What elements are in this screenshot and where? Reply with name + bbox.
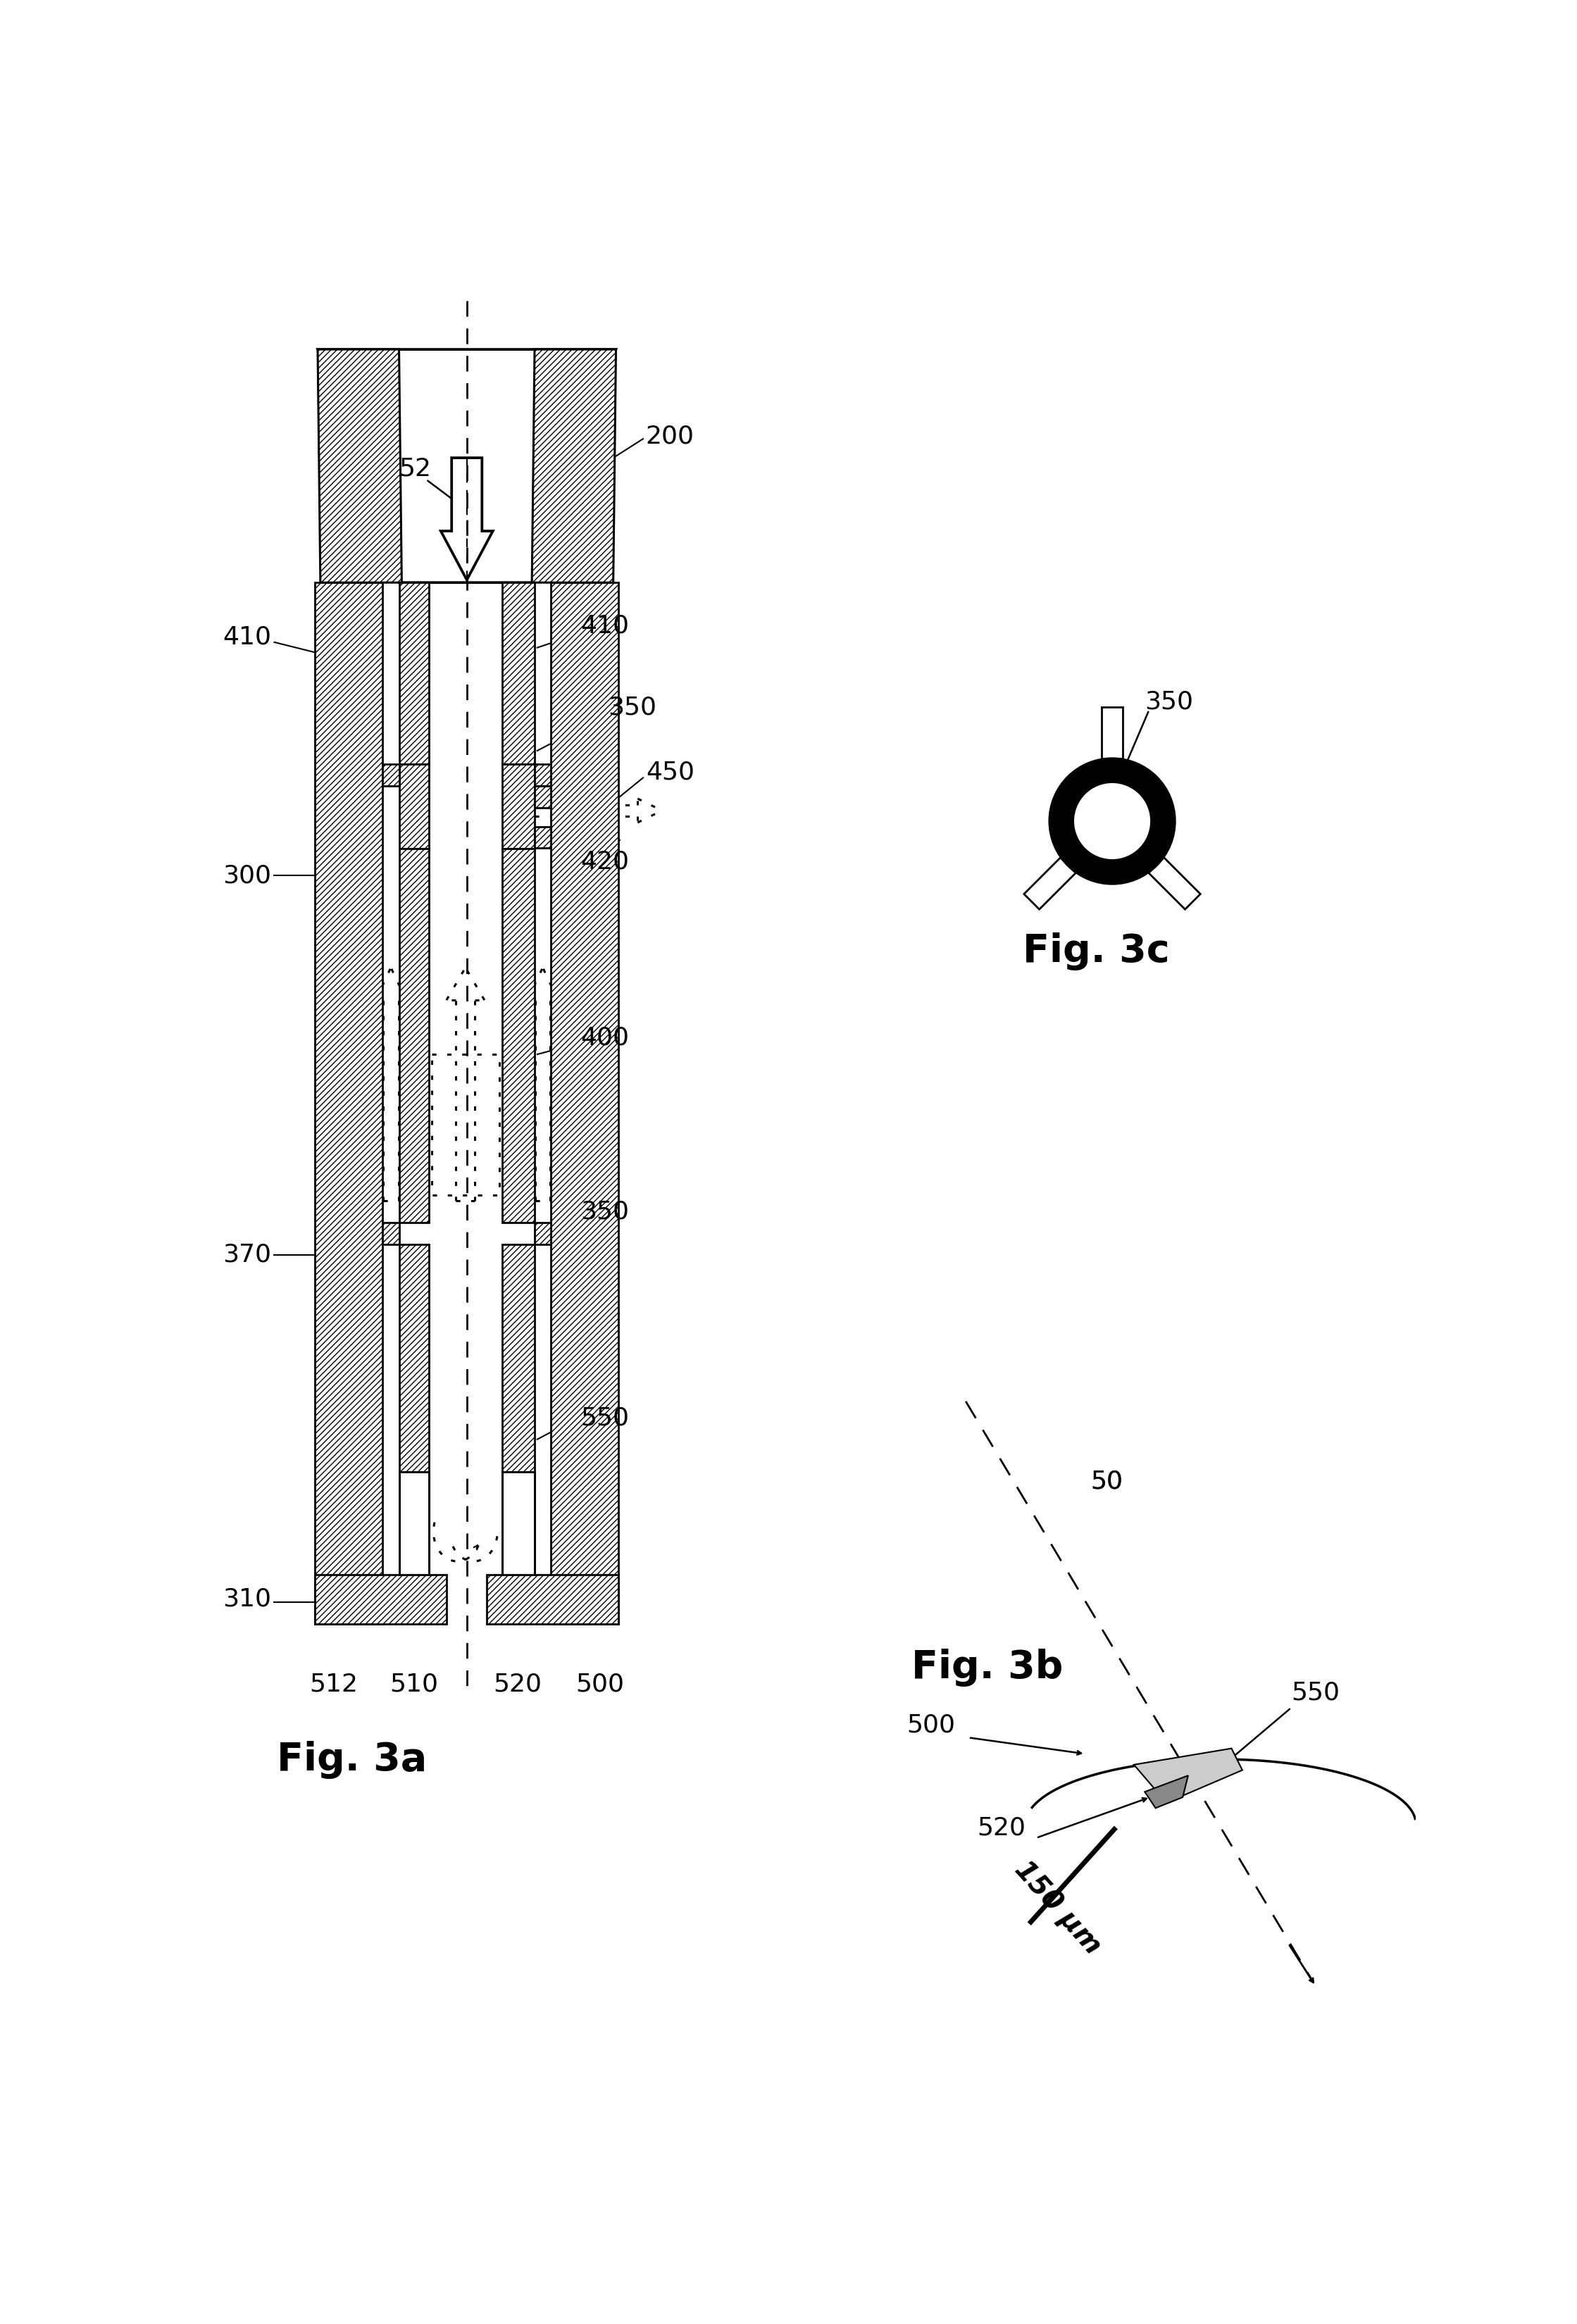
Text: 52: 52 <box>399 458 432 481</box>
Text: 50: 50 <box>1091 1469 1123 1492</box>
Text: 500: 500 <box>576 1673 624 1697</box>
Text: 512: 512 <box>309 1673 358 1697</box>
Bar <box>399 1243 429 1471</box>
Bar <box>535 827 550 848</box>
Bar <box>535 786 550 809</box>
Text: 200: 200 <box>647 425 694 449</box>
Polygon shape <box>317 349 402 583</box>
Text: 370: 370 <box>222 1243 271 1267</box>
Bar <box>501 765 535 848</box>
Bar <box>550 583 618 1624</box>
Text: 510: 510 <box>390 1673 438 1697</box>
Text: 550: 550 <box>1292 1680 1340 1703</box>
Polygon shape <box>1023 858 1076 909</box>
Text: 150 μm: 150 μm <box>1009 1857 1105 1959</box>
Text: 450: 450 <box>647 760 694 783</box>
Bar <box>399 583 429 765</box>
Polygon shape <box>531 349 617 583</box>
Text: Fig. 3b: Fig. 3b <box>912 1648 1063 1687</box>
Text: 310: 310 <box>222 1587 271 1611</box>
Polygon shape <box>1134 1748 1243 1803</box>
Text: 550: 550 <box>580 1406 629 1429</box>
Text: Fig. 3c: Fig. 3c <box>1023 932 1170 971</box>
Bar <box>535 765 550 786</box>
Bar <box>487 1576 618 1624</box>
Bar <box>501 1471 535 1576</box>
Text: 400: 400 <box>580 1027 629 1050</box>
Text: 410: 410 <box>580 614 629 637</box>
Bar <box>501 1243 535 1471</box>
Bar <box>501 583 535 765</box>
Bar <box>383 1222 399 1243</box>
Circle shape <box>1050 758 1175 883</box>
Bar <box>383 765 399 786</box>
Text: 350: 350 <box>1145 690 1194 713</box>
Text: 350: 350 <box>607 695 656 718</box>
Text: 50: 50 <box>1091 1469 1123 1492</box>
Polygon shape <box>1148 858 1200 909</box>
Bar <box>399 1471 429 1576</box>
Bar <box>399 765 429 848</box>
Bar <box>501 848 535 1222</box>
Polygon shape <box>1101 706 1123 758</box>
Text: 520: 520 <box>976 1815 1025 1841</box>
Polygon shape <box>442 458 494 579</box>
Text: Fig. 3a: Fig. 3a <box>278 1741 427 1778</box>
Bar <box>315 1576 446 1624</box>
Text: 50: 50 <box>353 383 385 407</box>
Bar <box>535 1222 550 1243</box>
Text: 350: 350 <box>580 1199 629 1222</box>
Text: 410: 410 <box>222 625 271 648</box>
Text: 500: 500 <box>907 1713 956 1736</box>
Polygon shape <box>317 349 617 583</box>
Text: 420: 420 <box>580 851 629 874</box>
Bar <box>315 583 383 1624</box>
Text: 300: 300 <box>222 865 271 888</box>
Circle shape <box>1072 783 1151 860</box>
Polygon shape <box>1145 1776 1187 1808</box>
Bar <box>399 848 429 1222</box>
Text: 520: 520 <box>494 1673 541 1697</box>
